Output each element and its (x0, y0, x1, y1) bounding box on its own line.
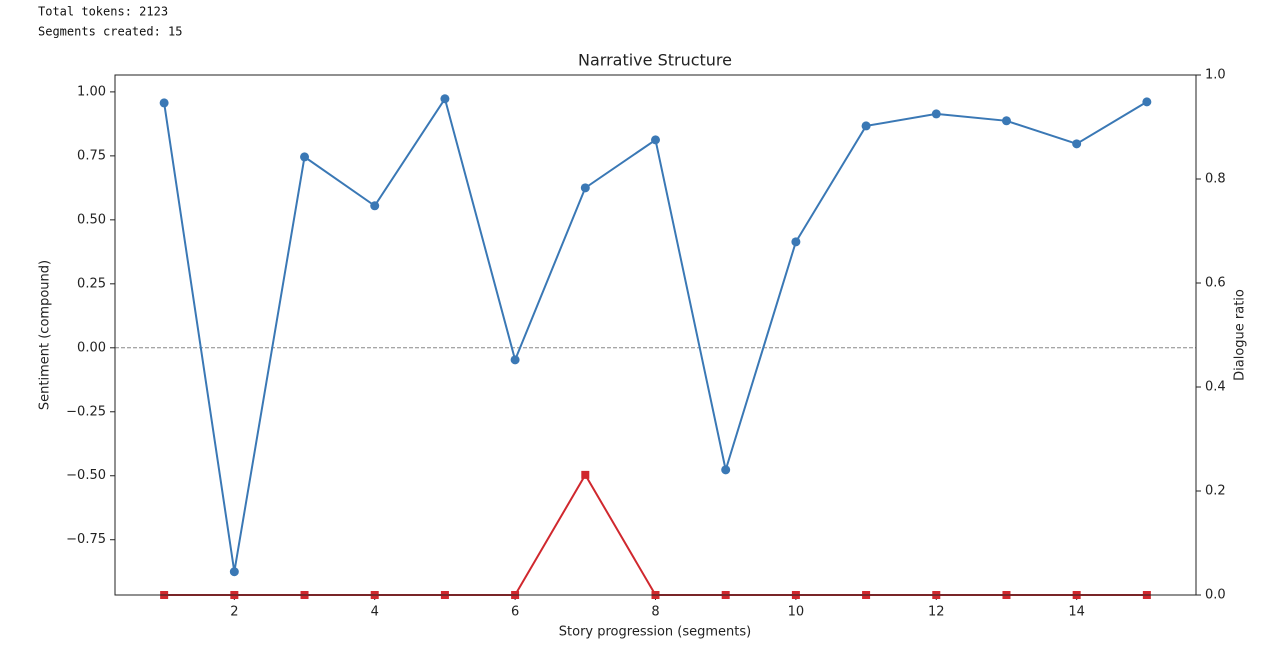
x-tick-label: 12 (928, 605, 945, 620)
point (1001, 116, 1011, 126)
y-tick-label: −0.50 (66, 468, 106, 483)
y2-tick-label: 0.0 (1205, 588, 1226, 603)
point (1072, 139, 1082, 149)
point (651, 135, 660, 145)
x-tick-label: 10 (788, 605, 805, 620)
y2-tick-label: 0.2 (1205, 484, 1226, 499)
point (721, 465, 731, 475)
y-tick-label: 1.00 (77, 84, 106, 99)
y-tick-label: 0.50 (77, 212, 106, 227)
point (300, 152, 310, 162)
point (931, 109, 941, 119)
y-tick-label: −0.25 (66, 404, 106, 419)
y-axis-label: Sentiment (compound) (38, 260, 53, 410)
plot-frame (114, 74, 1197, 596)
x-tick-label: 8 (651, 605, 659, 620)
y2-tick-label: 0.6 (1205, 276, 1226, 291)
x-tick-label: 14 (1068, 605, 1085, 620)
point (791, 237, 801, 247)
y2-tick-label: 1.0 (1205, 68, 1226, 83)
y-tick-label: 0.25 (77, 276, 106, 291)
y-tick-label: −0.75 (66, 532, 106, 547)
console-line: Segments created: 15 (38, 25, 183, 39)
point (370, 201, 380, 211)
point (159, 98, 169, 108)
console-line: Total tokens: 2123 (38, 5, 168, 19)
x-tick-label: 6 (511, 605, 519, 620)
y2-axis-label: Dialogue ratio (1233, 289, 1248, 381)
x-tick-label: 2 (230, 605, 238, 620)
point (1142, 97, 1152, 107)
y-tick-label: 0.00 (77, 340, 106, 355)
point (581, 470, 590, 479)
series-line (164, 472, 1147, 596)
x-tick-label: 4 (371, 605, 379, 620)
x-axis-label: Story progression (segments) (559, 625, 751, 640)
chart-title: Narrative Structure (578, 51, 732, 70)
point (580, 183, 590, 193)
point (861, 121, 871, 131)
y-tick-label: 0.75 (77, 148, 106, 163)
series-line (163, 96, 1148, 572)
y2-tick-label: 0.8 (1205, 172, 1226, 187)
point (510, 355, 520, 365)
point (229, 567, 239, 577)
y2-tick-label: 0.4 (1205, 380, 1226, 395)
point (440, 94, 450, 104)
